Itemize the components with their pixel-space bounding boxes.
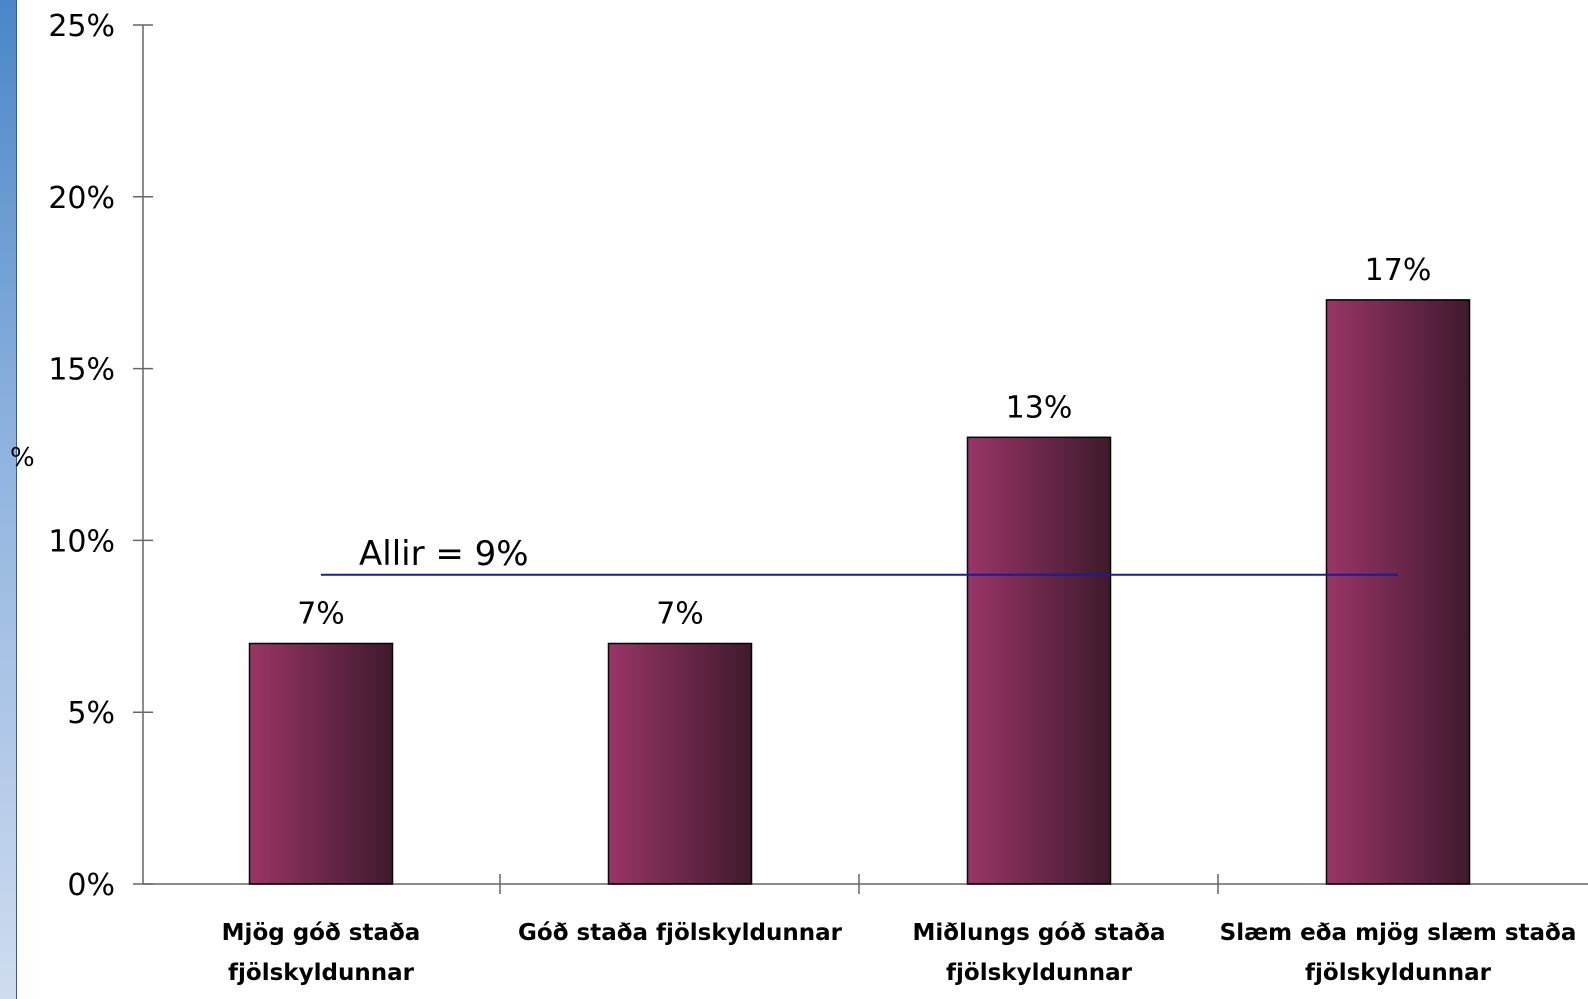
bars	[248, 299, 1471, 885]
labels: 0% 5% 10% 15% 20% 25% 7% 7% 13% 17% Mjög góð staða…	[48, 9, 1576, 986]
x-category-label: Miðlungs góð staða fjölskyldunnar	[913, 920, 1166, 986]
x-category-label: Góð staða fjölskyldunnar	[518, 920, 843, 946]
bar-value-label: 7%	[297, 596, 345, 631]
bar-value-label: 13%	[1006, 390, 1073, 425]
y-tick-label: 0%	[67, 868, 115, 903]
y-tick-label: 10%	[48, 524, 115, 559]
bar	[966, 436, 1112, 885]
bar	[1325, 299, 1471, 885]
bar-value-label: 7%	[656, 596, 704, 631]
y-tick-label: 15%	[48, 353, 115, 388]
y-tick-label: 5%	[67, 696, 115, 731]
y-axis-label: %	[10, 443, 35, 473]
left-accent-bar	[0, 0, 17, 999]
reference-line-label: Allir = 9%	[359, 534, 529, 574]
bar	[607, 642, 753, 885]
x-category-label: Slæm eða mjög slæm staða fjölskyldunnar	[1220, 920, 1577, 986]
bar	[248, 642, 394, 885]
y-tick-label: 25%	[48, 9, 115, 44]
bar-value-label: 17%	[1365, 253, 1432, 288]
x-category-label: Mjög góð staða fjölskyldunnar	[222, 920, 421, 986]
y-tick-label: 20%	[48, 181, 115, 216]
